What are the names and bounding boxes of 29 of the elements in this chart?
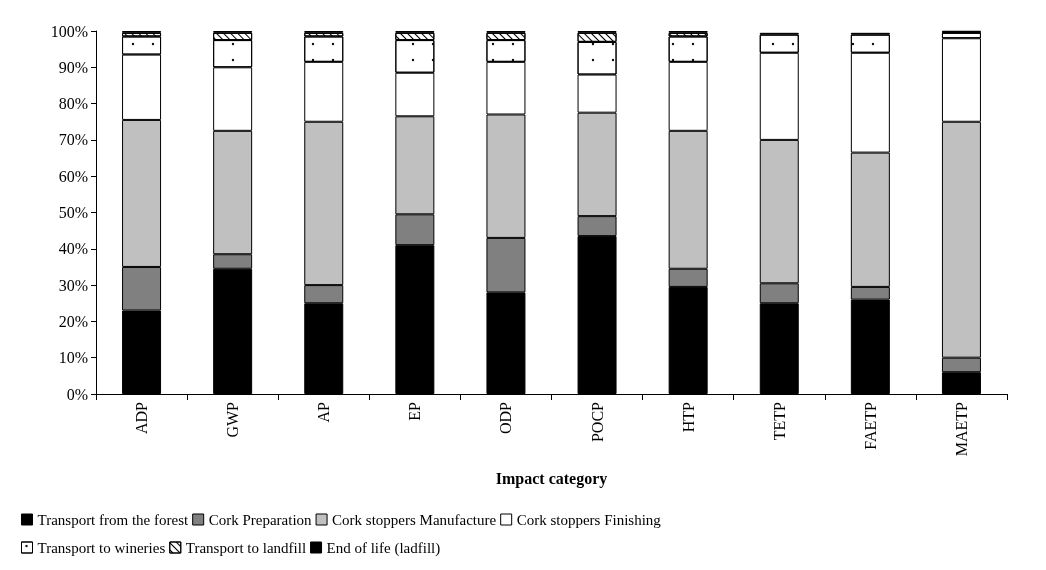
x-tick-label: HTP [679, 401, 697, 433]
x-tick-label: ADP [133, 401, 151, 435]
legend-label: Transport to wineries [37, 539, 166, 556]
y-tick-label: 20% [58, 312, 88, 330]
x-tick-label: GWP [224, 401, 242, 438]
y-tick-label: 0% [66, 385, 88, 403]
y-tick-label: 50% [58, 204, 88, 221]
y-tick-label: 70% [58, 131, 88, 149]
legend-label: Cork Preparation [208, 511, 313, 528]
x-tick-label: EP [406, 401, 424, 421]
x-tick-label: FAETP [861, 401, 879, 450]
x-tick-label: POCP [588, 401, 606, 443]
y-tick-label: 10% [58, 349, 88, 367]
y-tick-label: 100% [50, 22, 88, 40]
y-tick-label: 90% [58, 58, 88, 76]
y-tick-label: 40% [58, 240, 88, 258]
y-tick-label: 30% [58, 276, 88, 294]
legend-label: Cork stoppers Manufacture [332, 511, 497, 528]
y-tick-label: 80% [58, 95, 88, 113]
x-tick-label: MAETP [952, 401, 970, 457]
legend-label: Transport to landfill [185, 539, 307, 556]
legend-label: Transport from the forest [37, 511, 190, 528]
y-tick-label: 60% [58, 167, 88, 185]
x-tick-label: ODP [497, 401, 515, 435]
legend-label: End of life (ladfill) [326, 539, 441, 557]
x-axis-title: Impact category [495, 469, 608, 488]
x-tick-label: AP [315, 401, 333, 423]
x-tick-label: TETP [770, 401, 788, 441]
legend-label: Cork stoppers Finishing [516, 511, 662, 528]
